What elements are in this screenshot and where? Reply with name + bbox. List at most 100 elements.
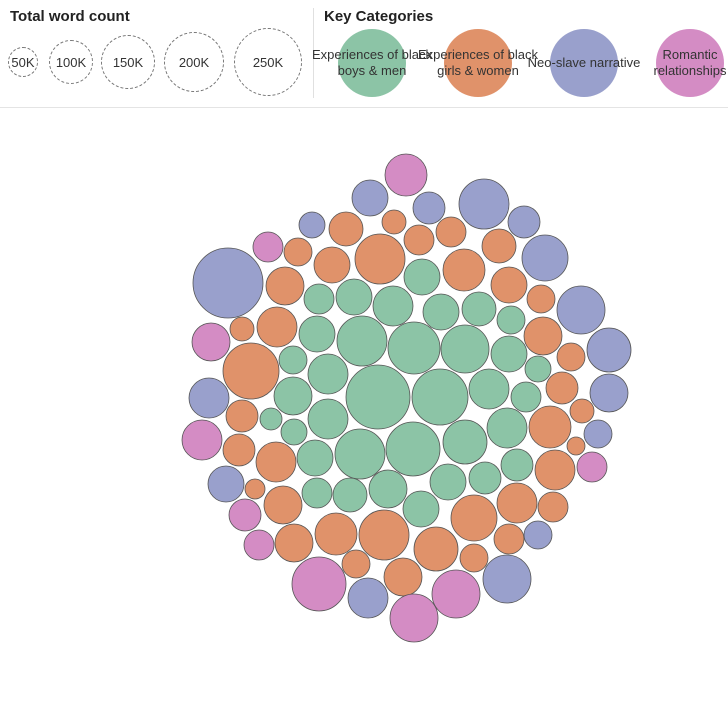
- bubble[interactable]: [243, 529, 275, 561]
- bubble[interactable]: [490, 266, 528, 304]
- bubble[interactable]: [583, 419, 613, 449]
- bubble[interactable]: [228, 498, 262, 532]
- bubble[interactable]: [252, 231, 284, 263]
- bubble[interactable]: [222, 433, 256, 467]
- bubble[interactable]: [358, 509, 410, 561]
- bubble[interactable]: [589, 373, 629, 413]
- bubble[interactable]: [207, 465, 245, 503]
- bubble[interactable]: [283, 237, 313, 267]
- bubble[interactable]: [576, 451, 608, 483]
- bubble[interactable]: [458, 178, 510, 230]
- bubble[interactable]: [496, 482, 538, 524]
- bubble[interactable]: [256, 306, 298, 348]
- bubble[interactable]: [303, 283, 335, 315]
- bubble[interactable]: [387, 321, 441, 375]
- bubble[interactable]: [521, 234, 569, 282]
- bubble[interactable]: [482, 554, 532, 604]
- bubble[interactable]: [461, 291, 497, 327]
- bubble[interactable]: [334, 428, 386, 480]
- bubble[interactable]: [381, 209, 407, 235]
- bubble[interactable]: [496, 305, 526, 335]
- bubble[interactable]: [273, 376, 313, 416]
- bubble[interactable]: [274, 523, 314, 563]
- category-legend-label: Experiences of black girls & women: [418, 47, 538, 78]
- bubble[interactable]: [336, 315, 388, 367]
- bubble[interactable]: [354, 233, 406, 285]
- bubble[interactable]: [556, 285, 606, 335]
- bubble[interactable]: [510, 381, 542, 413]
- bubble[interactable]: [413, 526, 459, 572]
- bubble[interactable]: [440, 324, 490, 374]
- bubble[interactable]: [263, 485, 303, 525]
- bubble[interactable]: [385, 421, 441, 477]
- bubble[interactable]: [298, 315, 336, 353]
- bubble[interactable]: [468, 368, 510, 410]
- bubble[interactable]: [526, 284, 556, 314]
- bubble[interactable]: [389, 593, 439, 643]
- bubble[interactable]: [298, 211, 326, 239]
- bubble[interactable]: [524, 355, 552, 383]
- bubble[interactable]: [412, 191, 446, 225]
- bubble[interactable]: [507, 205, 541, 239]
- bubble[interactable]: [188, 377, 230, 419]
- bubble[interactable]: [523, 520, 553, 550]
- bubble[interactable]: [341, 549, 371, 579]
- bubble[interactable]: [431, 569, 481, 619]
- bubble[interactable]: [229, 316, 255, 342]
- bubble[interactable]: [328, 211, 364, 247]
- bubble[interactable]: [181, 419, 223, 461]
- bubble[interactable]: [402, 490, 440, 528]
- bubble[interactable]: [545, 371, 579, 405]
- bubble[interactable]: [291, 556, 347, 612]
- bubble[interactable]: [556, 342, 586, 372]
- bubble[interactable]: [523, 316, 563, 356]
- bubble[interactable]: [500, 448, 534, 482]
- bubble[interactable]: [486, 407, 528, 449]
- bubble[interactable]: [191, 322, 231, 362]
- bubble[interactable]: [411, 368, 469, 426]
- bubble[interactable]: [403, 224, 435, 256]
- bubble[interactable]: [528, 405, 572, 449]
- bubble[interactable]: [422, 293, 460, 331]
- bubble[interactable]: [335, 278, 373, 316]
- bubble[interactable]: [222, 342, 280, 400]
- bubble[interactable]: [265, 266, 305, 306]
- bubble[interactable]: [192, 247, 264, 319]
- bubble[interactable]: [351, 179, 389, 217]
- bubble[interactable]: [332, 477, 368, 513]
- bubble[interactable]: [468, 461, 502, 495]
- bubble[interactable]: [481, 228, 517, 264]
- bubble[interactable]: [244, 478, 266, 500]
- bubble[interactable]: [372, 285, 414, 327]
- bubble[interactable]: [307, 398, 349, 440]
- bubble[interactable]: [345, 364, 411, 430]
- bubble[interactable]: [225, 399, 259, 433]
- bubble[interactable]: [259, 407, 283, 431]
- bubble[interactable]: [534, 449, 576, 491]
- bubble[interactable]: [586, 327, 632, 373]
- bubble[interactable]: [296, 439, 334, 477]
- bubble[interactable]: [450, 494, 498, 542]
- bubble[interactable]: [307, 353, 349, 395]
- bubble[interactable]: [347, 577, 389, 619]
- bubble[interactable]: [442, 248, 486, 292]
- bubble[interactable]: [403, 258, 441, 296]
- bubble[interactable]: [314, 512, 358, 556]
- bubble[interactable]: [383, 557, 423, 597]
- bubble[interactable]: [280, 418, 308, 446]
- bubble[interactable]: [490, 335, 528, 373]
- bubble[interactable]: [313, 246, 351, 284]
- bubble[interactable]: [384, 153, 428, 197]
- bubble[interactable]: [429, 463, 467, 501]
- bubble[interactable]: [566, 436, 586, 456]
- bubble[interactable]: [459, 543, 489, 573]
- bubble[interactable]: [537, 491, 569, 523]
- bubble[interactable]: [278, 345, 308, 375]
- bubble[interactable]: [493, 523, 525, 555]
- bubble[interactable]: [301, 477, 333, 509]
- bubble[interactable]: [368, 469, 408, 509]
- bubble[interactable]: [569, 398, 595, 424]
- bubble[interactable]: [255, 441, 297, 483]
- bubble[interactable]: [442, 419, 488, 465]
- bubble[interactable]: [435, 216, 467, 248]
